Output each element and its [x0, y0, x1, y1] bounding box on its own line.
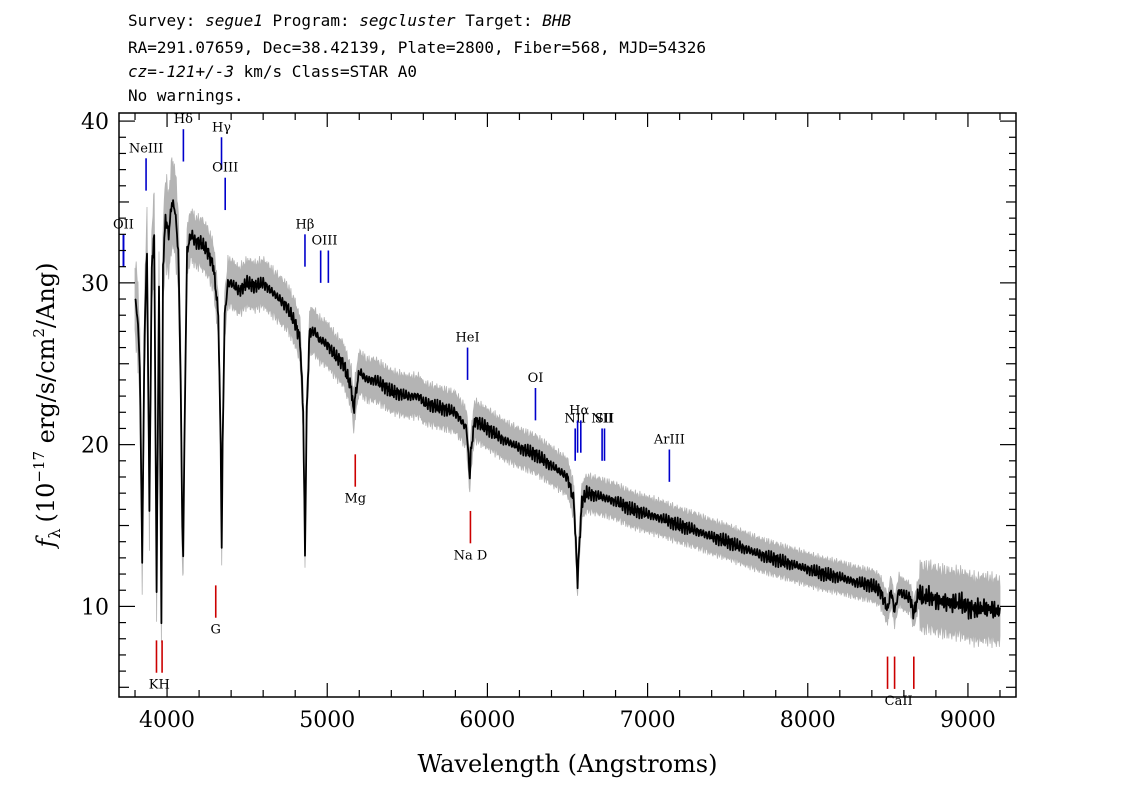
y-axis-ticks: 10 20 30 40 [81, 110, 1016, 688]
plot-frame [118, 112, 1017, 698]
line-marker-label: NII [591, 411, 613, 426]
ylabel-exp: −17 [30, 451, 48, 483]
x-tick-label: 9000 [940, 708, 996, 733]
line-marker-label: OI [528, 371, 544, 386]
x-axis-title: Wavelength (Angstroms) [418, 750, 718, 778]
error-band [134, 157, 1001, 649]
line-marker-label: Hδ [174, 112, 193, 127]
x-tick-label: 6000 [459, 708, 515, 733]
line-marker-label: Na D [454, 548, 488, 563]
survey-label: Survey: [128, 11, 196, 30]
ylabel-sub: λ [45, 529, 64, 539]
header-line-3: cz=-121+/-3 km/s Class=STAR A0 [128, 62, 417, 82]
flux-error-band [134, 157, 1001, 649]
ylabel-mid: erg/s/cm [32, 337, 60, 451]
ylabel-close: /Ang) [32, 262, 60, 328]
series-layer [134, 199, 1001, 625]
line-marker-label: OIII [212, 161, 238, 176]
line-marker-label: G [211, 623, 221, 638]
y-tick-label: 20 [81, 434, 109, 459]
ylabel-exp2: 2 [30, 328, 48, 338]
survey-value: segue1 [205, 11, 263, 30]
line-marker-label: CaII [885, 694, 913, 709]
header-line-2: RA=291.07659, Dec=38.42139, Plate=2800, … [128, 38, 706, 57]
line-marker-label: Mg [344, 492, 366, 507]
header-line-4: No warnings. [128, 86, 244, 105]
target-value: BHB [542, 11, 572, 30]
line-marker-label: KH [149, 678, 170, 693]
line-marker-label: Hα [569, 403, 589, 418]
line-marker-label: OIII [311, 234, 337, 249]
line-marker-label: Hγ [212, 120, 231, 135]
line-marker-layer: OIINeIIIHδHγOIIIHβOIIIHeIOINIIHαNIISIIAr… [113, 112, 915, 709]
cz-rest: km/s Class=STAR A0 [243, 62, 417, 81]
line-marker-label: ArIII [653, 432, 685, 447]
y-axis-title: fλ(10−17 erg/s/cm2/Ang) [30, 262, 64, 549]
x-tick-label: 4000 [139, 708, 195, 733]
x-tick-label: 8000 [780, 708, 836, 733]
y-tick-label: 40 [81, 110, 109, 135]
target-label: Target: [465, 11, 533, 30]
header-line-1: Survey: segue1 Program: segcluster Targe… [128, 11, 571, 31]
flux-series-line [134, 199, 1001, 625]
line-marker-label: Hβ [296, 217, 315, 232]
x-axis-ticks: 4000 5000 6000 7000 8000 9000 [134, 113, 1001, 733]
x-tick-label: 7000 [620, 708, 676, 733]
line-marker-label: NeIII [129, 141, 163, 156]
program-label: Program: [272, 11, 350, 30]
y-tick-label: 30 [81, 272, 109, 297]
y-tick-label: 10 [81, 595, 109, 620]
line-marker-label: OII [113, 217, 134, 232]
ylabel-open: (10 [32, 483, 60, 523]
x-tick-label: 5000 [299, 708, 355, 733]
program-value: segcluster [359, 11, 456, 30]
line-marker-label: SII [595, 411, 614, 426]
cz-value: -121+/-3 [156, 62, 234, 81]
line-marker-label: HeI [455, 331, 479, 346]
cz-label: cz= [128, 62, 157, 81]
